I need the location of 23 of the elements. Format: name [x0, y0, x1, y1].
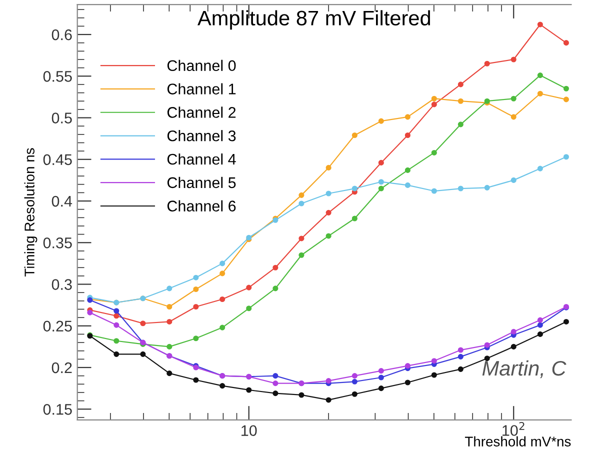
legend-label: Channel 1 [167, 83, 236, 94]
y-tick-label: 0.4 [52, 196, 72, 207]
x-tick-label: 10$^{2}$ [502, 422, 524, 436]
y-tick-label: 0.5 [52, 112, 72, 124]
legend-label: Channel 4 [167, 153, 236, 165]
y-axis-title: Timing Resolution ns [24, 148, 38, 277]
legend-label: Channel 2 [167, 106, 236, 118]
y-tick-label: 0.45 [43, 154, 72, 166]
x-tick-label: 10 [242, 425, 257, 436]
y-tick-label: 0.15 [43, 404, 72, 415]
y-tick-label: 0.35 [43, 238, 72, 248]
y-tick-label: 0.3 [52, 279, 72, 290]
y-tick-label: 0.25 [43, 320, 72, 332]
legend-label: Channel 0 [167, 60, 236, 72]
legend-label: Channel 6 [167, 200, 236, 212]
x-axis-title: Threshold mV*ns [464, 436, 571, 446]
annotation: Martin, C [482, 360, 566, 378]
legend-label: Channel 5 [167, 176, 236, 188]
chart-title: Amplitude 87 mV Filtered [198, 10, 430, 30]
y-tick-label: 0.2 [52, 362, 72, 374]
y-tick-label: 0.6 [52, 29, 72, 40]
y-tick-label: 0.55 [43, 71, 72, 82]
legend-label: Channel 3 [167, 130, 236, 142]
